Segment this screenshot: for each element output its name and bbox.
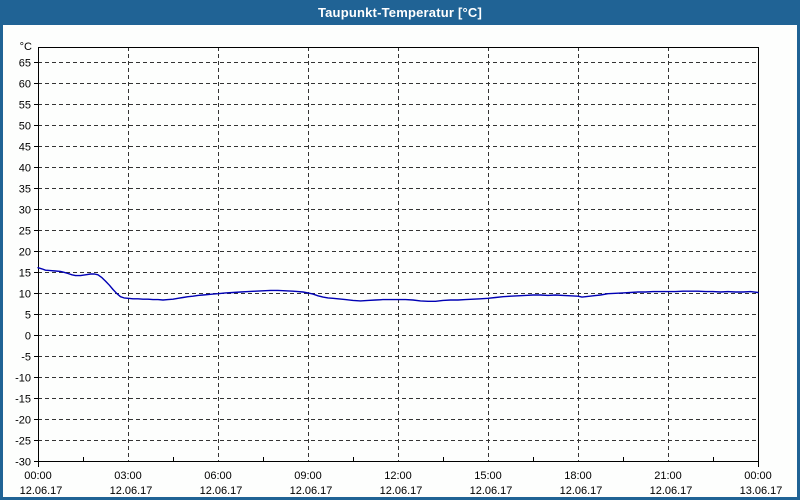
y-tick-label: 60	[19, 79, 31, 91]
axis-frame	[34, 47, 759, 467]
x-tick-date-label: 12.06.17	[200, 485, 243, 497]
y-tick-label: 10	[19, 289, 31, 301]
y-tick-label: 30	[19, 205, 31, 217]
x-tick-time-label: 00:00	[744, 470, 772, 482]
x-tick-time-label: 00:00	[24, 470, 52, 482]
x-tick-time-label: 09:00	[294, 470, 322, 482]
x-tick-date-label: 12.06.17	[650, 485, 693, 497]
y-tick-label: 50	[19, 121, 31, 133]
gridlines	[38, 47, 758, 461]
y-tick-label: 65	[19, 58, 31, 70]
chart-area	[0, 25, 800, 500]
y-tick-label: -20	[15, 415, 31, 427]
x-tick-date-label: 13.06.17	[740, 485, 783, 497]
y-axis-labels: 65605550454035302520151050-5-10-15-20-25…	[15, 41, 32, 469]
x-tick-time-label: 18:00	[564, 470, 592, 482]
x-tick-date-label: 12.06.17	[560, 485, 603, 497]
y-tick-label: 55	[19, 100, 31, 112]
y-tick-label: 15	[19, 268, 31, 280]
y-tick-label: 5	[25, 310, 31, 322]
x-tick-time-label: 06:00	[204, 470, 232, 482]
x-tick-time-label: 21:00	[654, 470, 682, 482]
series-Taupunkt-Temperatur	[37, 267, 759, 302]
y-tick-label: 35	[19, 184, 31, 196]
x-tick-date-label: 12.06.17	[290, 485, 333, 497]
y-axis-unit: °C	[20, 41, 32, 53]
x-tick-date-label: 12.06.17	[470, 485, 513, 497]
x-axis-labels: 00:00 12.06.17 03:00 12.06.17 06:00 12.06.17 0…	[20, 470, 783, 497]
y-tick-label: 45	[19, 142, 31, 154]
x-tick-date-label: 12.06.17	[380, 485, 423, 497]
y-tick-label: 20	[19, 247, 31, 259]
y-tick-label: -25	[15, 436, 31, 448]
x-tick-time-label: 03:00	[114, 470, 142, 482]
data-series-line	[37, 267, 759, 302]
x-tick-date-label: 12.06.17	[20, 485, 63, 497]
y-tick-label: -5	[21, 352, 31, 364]
y-tick-label: -30	[15, 457, 31, 469]
y-tick-label: 40	[19, 163, 31, 175]
y-tick-label: 25	[19, 226, 31, 238]
x-tick-time-label: 15:00	[474, 470, 502, 482]
x-tick-date-label: 12.06.17	[110, 485, 153, 497]
y-tick-label: 0	[25, 331, 31, 343]
x-tick-time-label: 12:00	[384, 470, 412, 482]
window-titlebar: Taupunkt-Temperatur [°C]	[0, 0, 800, 25]
y-tick-label: -15	[15, 394, 31, 406]
y-tick-label: -10	[15, 373, 31, 385]
window-title: Taupunkt-Temperatur [°C]	[317, 5, 483, 20]
